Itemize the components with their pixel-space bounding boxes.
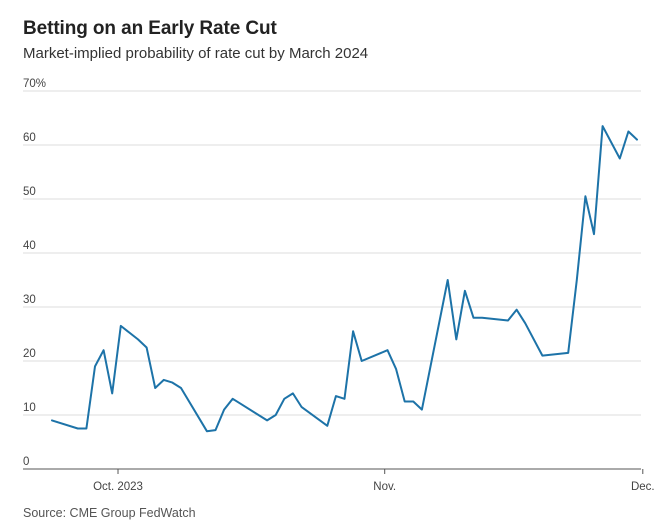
chart-source: Source: CME Group FedWatch — [23, 506, 196, 520]
gridlines — [23, 90, 641, 416]
axes: 0 10 20 30 40 50 60 70% Oct. 2023 Nov. Dec. — [23, 78, 655, 493]
y-tick-label: 40 — [23, 240, 36, 252]
y-tick-label: 10 — [23, 402, 36, 414]
series-layer — [51, 125, 638, 433]
chart-subtitle: Market-implied probability of rate cut b… — [23, 45, 369, 62]
x-tick-label: Oct. 2023 — [93, 481, 143, 493]
y-tick-label: 70% — [23, 78, 46, 90]
y-tick-label: 30 — [23, 294, 36, 306]
y-tick-label: 0 — [23, 456, 29, 468]
x-tick-label: Nov. — [373, 481, 396, 493]
chart-title: Betting on an Early Rate Cut — [23, 18, 277, 39]
series-line — [51, 125, 638, 433]
y-tick-label: 60 — [23, 132, 36, 144]
x-tick-label: Dec. — [631, 481, 655, 493]
y-tick-label: 20 — [23, 348, 36, 360]
y-tick-label: 50 — [23, 186, 36, 198]
